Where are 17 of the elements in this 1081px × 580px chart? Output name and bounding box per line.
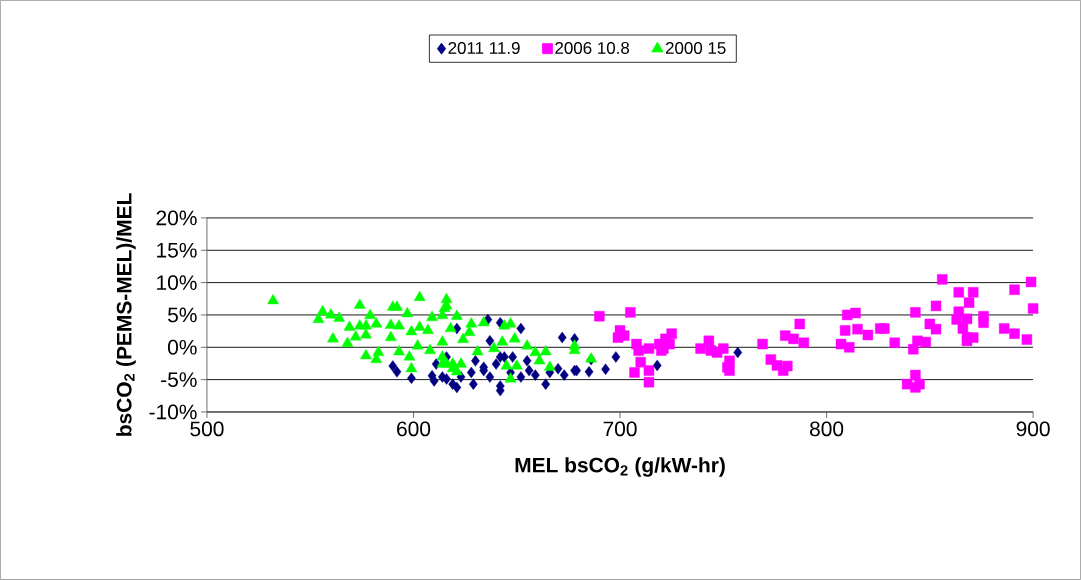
x-tick-label: 700	[603, 421, 637, 437]
y-tick-label: 10%	[157, 275, 197, 291]
legend-label: 2011 11.9	[448, 42, 520, 55]
x-axis-title: MEL bsCO$_{2}$ (g/kW-hr)	[515, 457, 725, 477]
y-tick-label: -5%	[161, 372, 197, 388]
legend-label: 2006 10.8	[555, 42, 630, 55]
x-tick-label: 900	[1016, 421, 1050, 437]
x-tick-label: 500	[190, 421, 224, 437]
y-tick-label: 15%	[157, 242, 197, 258]
y-tick-label: -10%	[149, 404, 197, 420]
y-tick-label: 5%	[168, 307, 197, 323]
legend-label: 2000 15	[665, 42, 726, 55]
y-axis-title: bsCO$_{2}$ (PEMS-MEL)/MEL	[116, 193, 136, 436]
y-tick-label: 0%	[168, 339, 197, 355]
y-tick-label: 20%	[156, 210, 197, 226]
x-tick-label: 600	[397, 421, 431, 437]
x-tick-label: 800	[810, 421, 844, 437]
